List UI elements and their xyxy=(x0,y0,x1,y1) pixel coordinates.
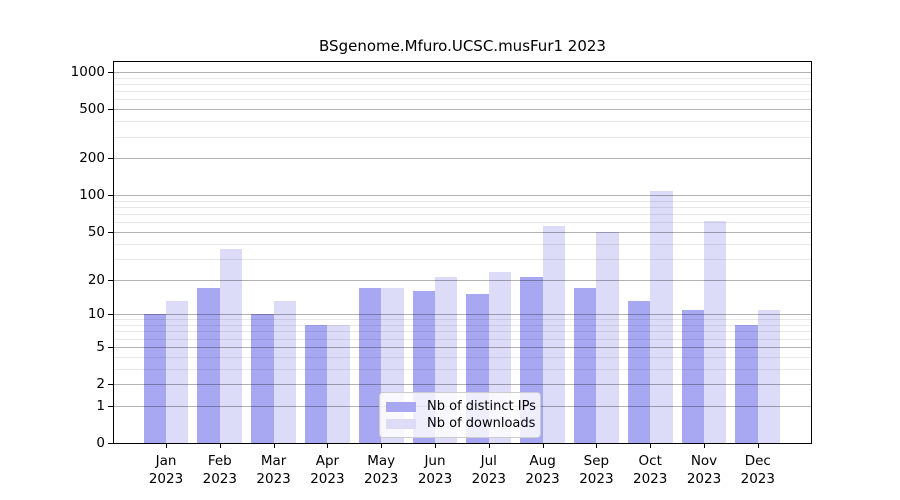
bar-distinct-ips xyxy=(574,287,597,443)
y-tick-mark xyxy=(108,158,113,160)
x-tick-label: Jan 2023 xyxy=(148,453,184,487)
y-tick-label: 1000 xyxy=(70,63,105,80)
bar-distinct-ips xyxy=(251,314,274,443)
x-tick-mark xyxy=(381,443,383,448)
x-tick-label: Aug 2023 xyxy=(525,453,560,487)
y-tick-mark xyxy=(108,109,113,111)
y-tick-label: 500 xyxy=(79,101,105,118)
x-tick-mark xyxy=(596,443,598,448)
y-tick-mark xyxy=(108,346,113,348)
x-tick-mark xyxy=(219,443,221,448)
bar-distinct-ips xyxy=(681,309,704,443)
x-tick-mark xyxy=(166,443,167,448)
x-tick-label: Nov 2023 xyxy=(686,453,722,487)
bar-downloads xyxy=(596,231,619,443)
gridline-major xyxy=(114,195,811,197)
y-tick-label: 20 xyxy=(87,271,105,288)
gridline-minor xyxy=(114,214,811,216)
gridline-minor xyxy=(114,136,811,138)
x-tick-mark xyxy=(542,443,544,448)
x-tick-label: May 2023 xyxy=(364,453,399,487)
gridline-major xyxy=(114,71,811,73)
legend-swatch-downloads xyxy=(386,418,416,429)
x-tick-mark xyxy=(327,443,329,448)
y-tick-label: 100 xyxy=(79,187,105,204)
legend-label-downloads: Nb of downloads xyxy=(427,416,536,431)
x-tick-label: Dec 2023 xyxy=(740,453,775,487)
y-tick-mark xyxy=(108,314,113,316)
bar-downloads xyxy=(327,325,350,443)
x-tick-mark xyxy=(435,443,436,448)
y-tick-mark xyxy=(108,405,113,407)
plot-area: Nb of distinct IPs Nb of downloads xyxy=(108,61,812,448)
x-tick-label: Sep 2023 xyxy=(579,453,614,487)
y-tick-mark xyxy=(108,231,113,233)
y-tick-label: 200 xyxy=(79,150,105,167)
y-tick-label: 1 xyxy=(96,397,105,414)
y-tick-label: 10 xyxy=(87,306,105,323)
y-tick-mark xyxy=(108,443,113,444)
gridline-minor xyxy=(114,200,811,202)
bar-distinct-ips xyxy=(143,314,166,443)
x-tick-mark xyxy=(488,443,490,448)
bar-distinct-ips xyxy=(627,301,651,443)
y-tick-label: 50 xyxy=(87,223,105,240)
legend-label-distinct-ips: Nb of distinct IPs xyxy=(427,399,536,414)
x-tick-mark xyxy=(704,443,705,448)
legend-swatch-distinct-ips xyxy=(386,401,416,412)
legend-row-downloads: Nb of downloads xyxy=(386,416,536,431)
bar-downloads xyxy=(757,309,781,443)
x-tick-mark xyxy=(757,443,759,448)
bar-distinct-ips xyxy=(197,287,220,443)
x-tick-label: Jun 2023 xyxy=(417,453,453,487)
y-tick-label: 2 xyxy=(96,376,105,392)
x-tick-mark xyxy=(273,443,275,448)
y-tick-mark xyxy=(108,384,113,385)
y-tick-label: 5 xyxy=(96,338,105,355)
bar-downloads xyxy=(166,301,189,443)
x-tick-mark xyxy=(650,443,652,448)
gridline-minor xyxy=(114,207,811,209)
bar-downloads xyxy=(704,221,727,443)
bar-downloads xyxy=(542,225,565,443)
gridline-major xyxy=(114,158,811,160)
legend: Nb of distinct IPs Nb of downloads xyxy=(379,392,541,438)
bar-distinct-ips xyxy=(305,325,328,443)
x-tick-label: Apr 2023 xyxy=(310,453,345,487)
y-tick-mark xyxy=(108,279,113,281)
gridline-minor xyxy=(114,91,811,93)
gridline-minor xyxy=(114,83,811,85)
bar-downloads xyxy=(219,249,243,443)
gridline-major xyxy=(114,109,811,111)
legend-row-distinct-ips: Nb of distinct IPs xyxy=(386,399,536,414)
x-tick-label: Jul 2023 xyxy=(471,453,506,487)
y-tick-mark xyxy=(108,195,113,197)
bar-distinct-ips xyxy=(358,287,382,443)
gridline-minor xyxy=(114,121,811,123)
gridline-minor xyxy=(114,99,811,101)
bar-downloads xyxy=(273,301,296,443)
bar-distinct-ips xyxy=(735,325,758,443)
chart-title: BSgenome.Mfuro.UCSC.musFur1 2023 xyxy=(319,37,606,55)
bar-downloads xyxy=(650,191,673,443)
y-tick-mark xyxy=(108,71,113,73)
x-tick-label: Mar 2023 xyxy=(256,453,291,487)
x-tick-label: Oct 2023 xyxy=(633,453,668,487)
y-tick-label: 0 xyxy=(96,435,105,451)
gridline-minor xyxy=(114,77,811,79)
x-tick-label: Feb 2023 xyxy=(202,453,237,487)
